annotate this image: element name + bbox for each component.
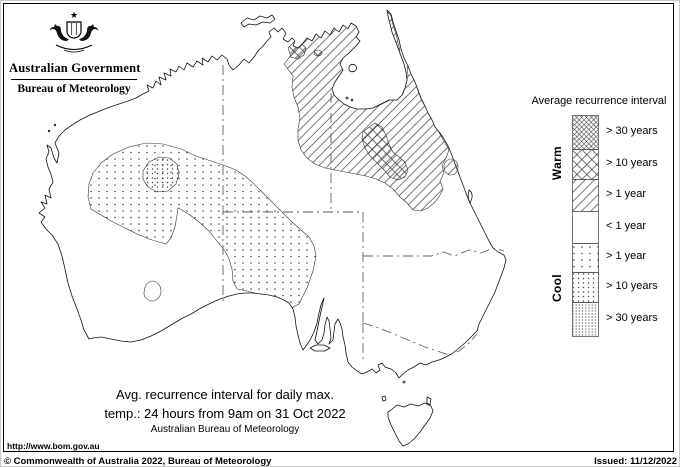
bom-url-label: http://www.bom.gov.au bbox=[7, 441, 100, 451]
caption-line-2: temp.: 24 hours from 9am on 31 Oct 2022 bbox=[104, 406, 346, 421]
legend-label-warm-10: > 10 years bbox=[606, 157, 658, 169]
emu-icon bbox=[79, 24, 98, 41]
logo-divider bbox=[11, 79, 137, 80]
legend-swatch-warm-30 bbox=[572, 115, 599, 150]
legend-swatch-cool-10 bbox=[572, 272, 599, 303]
copyright-label: © Commonwealth of Australia 2022, Bureau… bbox=[4, 456, 272, 467]
commonwealth-star-icon: ★ bbox=[70, 10, 78, 20]
legend-cool-group-label: Cool bbox=[550, 274, 564, 302]
legend-label-neutral: < 1 year bbox=[606, 220, 647, 232]
islands bbox=[47, 14, 473, 447]
region-warm-gt10yr-qld bbox=[361, 122, 409, 181]
issued-date-label: Issued: 11/12/2022 bbox=[594, 456, 677, 467]
legend-label-cool-10: > 10 years bbox=[606, 280, 658, 292]
legend-warm-group-label: Warm bbox=[550, 145, 564, 181]
state-borders bbox=[222, 65, 505, 359]
legend-label-cool-30: > 30 years bbox=[606, 312, 658, 324]
legend-swatch-warm-10 bbox=[572, 149, 599, 180]
legend-label-warm-1: > 1 year bbox=[606, 188, 647, 200]
government-label: Australian Government bbox=[9, 61, 141, 75]
legend-swatch-warm-1 bbox=[572, 179, 599, 212]
coat-of-arms-icon: ★ bbox=[50, 10, 98, 53]
legend-swatch-cool-30 bbox=[572, 302, 599, 337]
caption-line-1: Avg. recurrence interval for daily max. bbox=[116, 387, 334, 402]
legend-swatch-neutral bbox=[572, 211, 599, 244]
bureau-label: Bureau of Meteorology bbox=[17, 83, 131, 95]
kangaroo-icon bbox=[50, 24, 69, 41]
region-warm-gt10yr-capeyork bbox=[378, 22, 393, 45]
region-warm-gt1yr-coastal-ellipse bbox=[443, 158, 459, 176]
contour-blob-south-wa bbox=[143, 280, 162, 302]
legend-bar bbox=[572, 115, 599, 337]
legend-label-warm-30: > 30 years bbox=[606, 125, 658, 137]
legend-swatch-cool-1 bbox=[572, 243, 599, 273]
legend-title: Average recurrence interval bbox=[531, 95, 667, 107]
tasmania-coastline bbox=[387, 402, 434, 447]
region-cool-gt10yr-wa bbox=[142, 156, 180, 193]
bom-logo: ★ Australian Government Bureau of Meteor… bbox=[9, 9, 141, 95]
legend-label-cool-1: > 1 year bbox=[606, 250, 647, 262]
region-warm-gt10yr-speck bbox=[313, 49, 323, 57]
caption-line-3: Australian Bureau of Meteorology bbox=[150, 424, 300, 435]
map-caption: Avg. recurrence interval for daily max. … bbox=[75, 387, 375, 435]
